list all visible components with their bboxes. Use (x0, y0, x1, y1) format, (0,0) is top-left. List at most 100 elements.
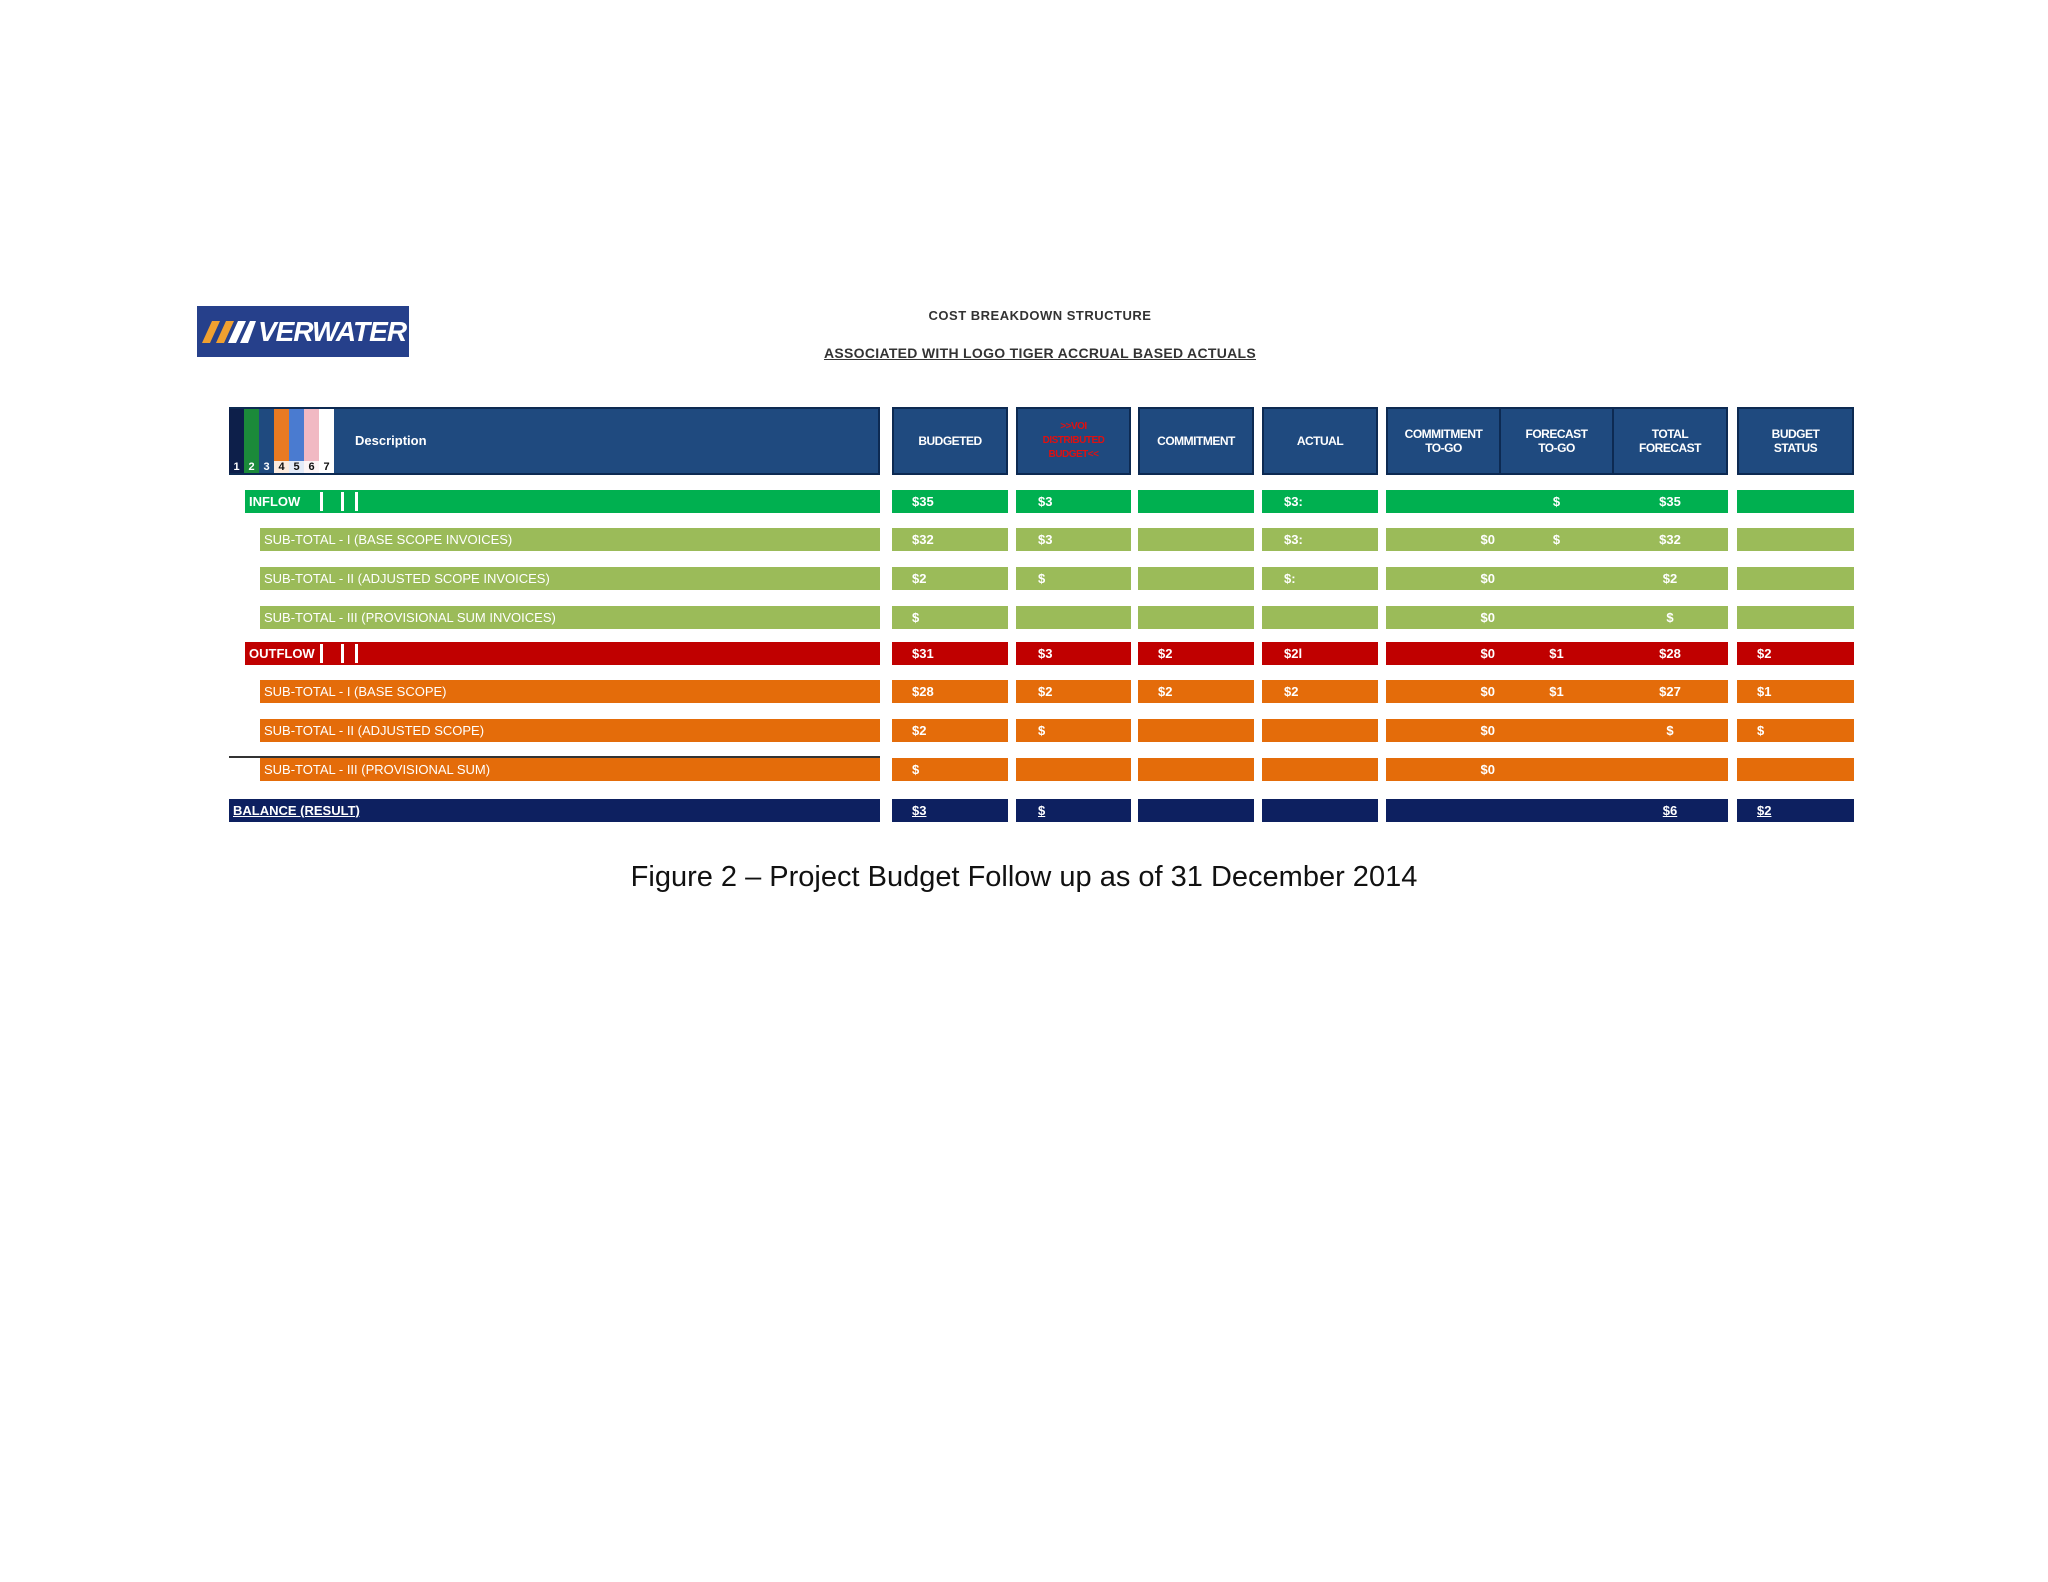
header-forecast-to-go-line2: TO-GO (1538, 441, 1575, 455)
header-vo-line3: BUDGET<< (1048, 449, 1099, 460)
level-number: 5 (289, 461, 304, 473)
cell-value: $1 (1757, 684, 1772, 699)
row-label: OUTFLOW (249, 646, 315, 661)
row-balance-value: $ (1016, 799, 1131, 822)
row-separator (355, 492, 358, 511)
cell-value: $ (1038, 571, 1046, 586)
row-label: SUB-TOTAL - III (PROVISIONAL SUM INVOICE… (264, 610, 556, 625)
header-budget-status: BUDGET STATUS (1737, 407, 1854, 475)
row-balance-value (1138, 799, 1254, 822)
row-inflow-value: $ (1499, 490, 1614, 513)
header-commitment: COMMITMENT (1138, 407, 1254, 475)
cell-value: $3: (1284, 532, 1303, 547)
table-divider (229, 756, 880, 758)
level-number: 4 (274, 461, 289, 473)
header-vo-distributed-budget: >>VOI DISTRIBUTED BUDGET<< (1016, 407, 1131, 475)
row-outflow_sub-value: $2 (1016, 680, 1131, 703)
row-separator (355, 644, 358, 663)
row-inflow_sub-value (1737, 606, 1854, 629)
row-balance-value (1386, 799, 1501, 822)
header-forecast-to-go-line1: FORECAST (1525, 427, 1589, 441)
row-outflow_sub-value: $ (1016, 719, 1131, 742)
row-outflow_sub-value: $0 (1386, 758, 1501, 781)
row-outflow_sub-value: $2 (1262, 680, 1378, 703)
cell-value: $32 (912, 532, 934, 547)
page-subheading: ASSOCIATED WITH LOGO TIGER ACCRUAL BASED… (823, 345, 1257, 361)
row-label: SUB-TOTAL - I (BASE SCOPE) (264, 684, 447, 699)
row-inflow_sub-value (1499, 606, 1614, 629)
header-commitment-to-go-line2: TO-GO (1425, 441, 1462, 455)
level-4-indicator: 4 (274, 409, 289, 473)
row-label: INFLOW (249, 494, 301, 509)
cell-value: $0 (1480, 762, 1495, 777)
cell-value: $2 (1284, 684, 1299, 699)
row-outflow_sub-value (1499, 758, 1614, 781)
cell-value: $: (1284, 571, 1296, 586)
cell-value: $32 (1659, 532, 1681, 547)
header-forecast-to-go: FORECAST TO-GO (1499, 407, 1614, 475)
row-inflow-value: $35 (1612, 490, 1728, 513)
row-separator (341, 492, 344, 511)
row-separator (320, 492, 323, 511)
header-total-forecast-line1: TOTAL (1651, 427, 1689, 441)
row-inflow_sub-value: $: (1262, 567, 1378, 590)
row-outflow_sub-value (1262, 758, 1378, 781)
header-total-forecast-line2: FORECAST (1639, 441, 1702, 455)
row-label: BALANCE (RESULT) (233, 803, 360, 818)
row-inflow-value (1138, 490, 1254, 513)
header-commitment-to-go: COMMITMENT TO-GO (1386, 407, 1501, 475)
row-outflow_sub-description: SUB-TOTAL - I (BASE SCOPE) (260, 680, 880, 703)
row-inflow-value: $35 (892, 490, 1008, 513)
cell-value: $35 (1659, 494, 1681, 509)
row-balance-value (1499, 799, 1614, 822)
row-outflow-value: $2l (1262, 642, 1378, 665)
cell-value: $2l (1284, 646, 1303, 661)
row-outflow-description: OUTFLOW (245, 642, 880, 665)
cell-value: $3: (1284, 494, 1303, 509)
row-inflow_sub-value: $ (1016, 567, 1131, 590)
cell-value: $ (1038, 723, 1046, 738)
row-balance-value (1262, 799, 1378, 822)
row-inflow-description: INFLOW (245, 490, 880, 513)
page-heading: COST BREAKDOWN STRUCTURE (928, 308, 1152, 323)
cell-value: $0 (1480, 646, 1495, 661)
row-outflow_sub-value: $2 (892, 719, 1008, 742)
row-inflow-value: $3 (1016, 490, 1131, 513)
level-3-indicator: 3 (259, 409, 274, 473)
row-separator (320, 644, 323, 663)
level-5-indicator: 5 (289, 409, 304, 473)
figure-caption: Figure 2 – Project Budget Follow up as o… (630, 861, 1418, 893)
row-outflow_sub-value: $1 (1737, 680, 1854, 703)
header-description: Description (229, 407, 880, 475)
level-7-indicator: 7 (319, 409, 334, 473)
row-inflow_sub-value (1138, 606, 1254, 629)
row-inflow_sub-value (1499, 567, 1614, 590)
level-6-indicator: 6 (304, 409, 319, 473)
cell-value: $0 (1480, 571, 1495, 586)
row-inflow_sub-value (1138, 528, 1254, 551)
row-label: SUB-TOTAL - II (ADJUSTED SCOPE INVOICES) (264, 571, 550, 586)
row-outflow_sub-value (1138, 758, 1254, 781)
cell-value: $2 (1038, 684, 1053, 699)
row-inflow_sub-value: $ (1499, 528, 1614, 551)
cell-value: $ (1038, 803, 1046, 818)
header-description-label: Description (355, 433, 427, 448)
cell-value: $2 (1662, 571, 1678, 586)
row-outflow-value: $0 (1386, 642, 1501, 665)
row-inflow_sub-description: SUB-TOTAL - III (PROVISIONAL SUM INVOICE… (260, 606, 880, 629)
row-inflow_sub-value: $0 (1386, 528, 1501, 551)
level-number: 1 (233, 461, 240, 473)
row-inflow-value: $3: (1262, 490, 1378, 513)
header-vo-line2: DISTRIBUTED (1042, 435, 1105, 446)
row-outflow_sub-value (1612, 758, 1728, 781)
row-outflow-value: $31 (892, 642, 1008, 665)
cell-value: $ (1666, 610, 1674, 625)
row-inflow_sub-value: $0 (1386, 567, 1501, 590)
cell-value: $3 (1038, 646, 1053, 661)
row-label: SUB-TOTAL - I (BASE SCOPE INVOICES) (264, 532, 513, 547)
row-outflow_sub-value: $ (1737, 719, 1854, 742)
cell-value: $2 (1158, 646, 1173, 661)
row-outflow_sub-value: $1 (1499, 680, 1614, 703)
row-outflow-value: $28 (1612, 642, 1728, 665)
